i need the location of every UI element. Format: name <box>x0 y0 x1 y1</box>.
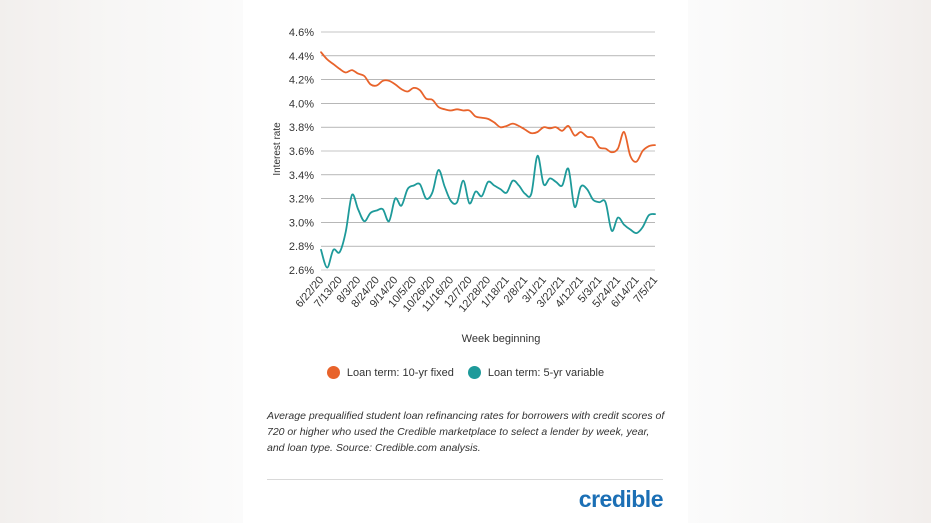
y-axis-label: Interest rate <box>272 122 283 176</box>
legend-label-5yr-variable: Loan term: 5-yr variable <box>487 366 605 379</box>
legend: Loan term: 10-yr fixed Loan term: 5-yr v… <box>243 366 688 379</box>
line-chart: 2.6% 2.8% 3.0% 3.2% 3.4% 3.6% 3.8% 4.0% 4.2% 4.4%… <box>272 27 660 345</box>
x-axis-label: Week beginning <box>462 333 541 345</box>
y-tick-label: 2.6% <box>289 265 314 277</box>
legend-item-10yr-fixed: Loan term: 10-yr fixed <box>326 366 454 379</box>
y-tick-label: 3.0% <box>289 217 314 229</box>
y-tick-label: 3.6% <box>289 146 314 158</box>
series-line-1 <box>320 154 656 269</box>
y-tick-label: 4.2% <box>289 75 314 87</box>
chart-card: 2.6% 2.8% 3.0% 3.2% 3.4% 3.6% 3.8% 4.0% 4.2% 4.4%… <box>243 0 688 523</box>
series-line-0 <box>320 51 656 163</box>
legend-swatch-10yr-fixed <box>326 366 340 379</box>
y-tick-label: 4.6% <box>289 27 314 39</box>
legend-item-5yr-variable: Loan term: 5-yr variable <box>467 366 605 379</box>
chart-caption: Average prequalified student loan refina… <box>267 410 665 454</box>
y-tick-label: 3.2% <box>289 194 314 206</box>
legend-label-10yr-fixed: Loan term: 10-yr fixed <box>346 366 454 379</box>
y-tick-label: 2.8% <box>289 241 314 253</box>
credible-logo: credible <box>578 486 664 512</box>
divider <box>267 479 663 480</box>
y-tick-label: 3.4% <box>289 170 314 182</box>
legend-swatch-5yr-variable <box>467 366 481 379</box>
y-tick-label: 4.0% <box>289 98 314 110</box>
y-tick-label: 4.4% <box>289 51 314 63</box>
y-tick-label: 3.8% <box>289 122 314 134</box>
